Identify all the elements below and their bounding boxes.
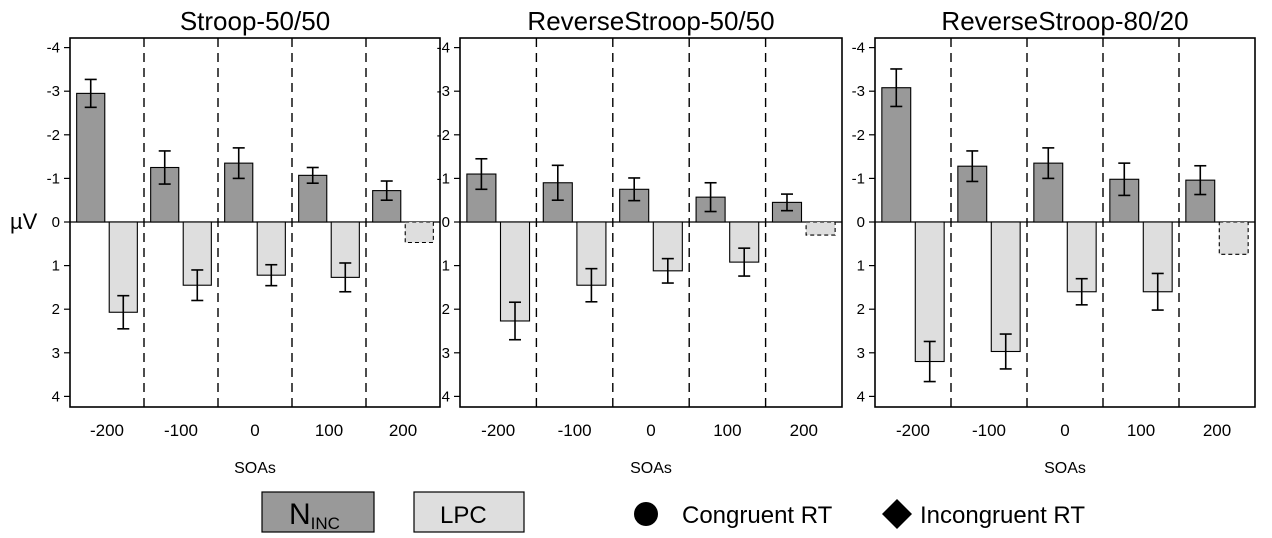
legend: NINC LPC Congruent RT Incongruent RT (261, 491, 1085, 533)
x-tick-label: 200 (389, 421, 417, 440)
legend-swatch-ninc (261, 491, 375, 533)
chart-title: ReverseStroop-50/50 (527, 6, 774, 36)
y-tick-label: -2 (437, 127, 450, 144)
legend-item-congruent-rt: Congruent RT (634, 502, 833, 529)
y-tick-label: 4 (857, 388, 865, 405)
legend-label-incongruent-rt: Incongruent RT (920, 502, 1085, 529)
y-tick-label: 1 (857, 258, 865, 275)
x-tick-label: 0 (646, 421, 655, 440)
y-tick-label: -4 (437, 40, 450, 57)
bar-lpc (990, 221, 1021, 353)
bar-ninc (76, 92, 106, 223)
legend-label-lpc: LPC (440, 502, 487, 529)
y-tick-label: 3 (52, 345, 60, 362)
chart-panel: Stroop-50/50 -4 -3 -2 -1 0 1 2 3 4 -200 -100 0 100 200… (47, 6, 441, 477)
x-tick-label: -200 (481, 421, 515, 440)
y-tick-label: 1 (442, 258, 450, 275)
bar-ninc (224, 162, 254, 223)
y-axis-label: µV (10, 209, 38, 234)
bar-lpc (404, 221, 434, 244)
legend-item-ninc: NINC (261, 491, 375, 533)
y-tick-label: -2 (47, 127, 60, 144)
chart-title: Stroop-50/50 (180, 6, 330, 36)
y-tick-label: -2 (852, 127, 865, 144)
bar-lpc (1066, 221, 1097, 293)
legend-item-incongruent-rt: Incongruent RT (882, 499, 1085, 529)
y-tick-label: 2 (52, 301, 60, 318)
x-tick-label: 0 (250, 421, 259, 440)
x-tick-label: 100 (1127, 421, 1155, 440)
y-tick-label: -4 (47, 40, 60, 57)
legend-item-lpc: LPC (413, 491, 525, 533)
x-tick-label: 200 (790, 421, 818, 440)
y-tick-label: 0 (52, 214, 60, 231)
y-tick-label: -3 (437, 83, 450, 100)
bar-lpc (914, 221, 945, 363)
x-tick-label: -200 (896, 421, 930, 440)
x-tick-label: 200 (1203, 421, 1231, 440)
x-tick-label: -200 (90, 421, 124, 440)
x-tick-label: -100 (558, 421, 592, 440)
x-axis-label: SOAs (234, 460, 276, 477)
chart-panel: ReverseStroop-50/50 -4 -3 -2 -1 0 1 2 3 4 -200 -100… (437, 6, 843, 477)
y-tick-label: -1 (437, 170, 450, 187)
y-tick-label: -3 (47, 83, 60, 100)
y-tick-label: 4 (52, 388, 60, 405)
legend-label-congruent-rt: Congruent RT (682, 502, 833, 529)
y-tick-label: 0 (442, 214, 450, 231)
y-tick-label: 4 (442, 388, 450, 405)
x-tick-label: 100 (315, 421, 343, 440)
legend-label-ninc: NINC (289, 498, 340, 533)
bar-ninc (881, 87, 912, 223)
chart-panel: ReverseStroop-80/20 -4 -3 -2 -1 0 1 2 3 4 -200 -100… (852, 6, 1256, 477)
x-axis-label: SOAs (1044, 460, 1086, 477)
y-tick-label: 2 (442, 301, 450, 318)
x-tick-label: -100 (972, 421, 1006, 440)
legend-swatch-lpc (413, 491, 525, 533)
y-tick-label: -3 (852, 83, 865, 100)
y-tick-label: 3 (857, 345, 865, 362)
y-tick-label: 3 (442, 345, 450, 362)
x-tick-label: 100 (713, 421, 741, 440)
y-tick-label: -1 (852, 170, 865, 187)
y-tick-label: -4 (852, 40, 865, 57)
y-tick-label: 2 (857, 301, 865, 318)
diamond-marker-icon (882, 499, 912, 529)
circle-marker-icon (634, 502, 658, 526)
x-tick-label: -100 (164, 421, 198, 440)
x-axis-label: SOAs (630, 460, 672, 477)
x-tick-label: 0 (1060, 421, 1069, 440)
y-tick-label: 1 (52, 258, 60, 275)
y-tick-label: -1 (47, 170, 60, 187)
bar-lpc (1218, 221, 1249, 255)
bar-lpc (805, 221, 836, 236)
chart-title: ReverseStroop-80/20 (941, 6, 1188, 36)
y-tick-label: 0 (857, 214, 865, 231)
